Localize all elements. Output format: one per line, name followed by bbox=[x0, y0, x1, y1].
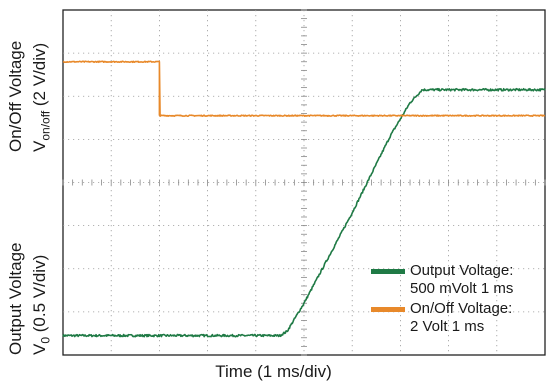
y-axis-subscript-output: 0 bbox=[38, 336, 53, 344]
x-axis-label: Time (1 ms/div) bbox=[215, 362, 332, 381]
y-axis-unit-onoff: (2 V/div) bbox=[30, 42, 49, 107]
legend-item-onoff: On/Off Voltage: 2 Volt 1 ms bbox=[371, 300, 513, 336]
legend-label-output: Output Voltage: bbox=[410, 262, 514, 279]
y-axis-symbol-output: V bbox=[30, 343, 49, 355]
y-axis-label-output-main: Output Voltage bbox=[6, 242, 25, 355]
legend: Output Voltage: 500 mVolt 1 ms On/Off Vo… bbox=[371, 262, 513, 338]
legend-swatch-onoff bbox=[371, 307, 405, 312]
legend-detail-output: 500 mVolt 1 ms bbox=[410, 280, 514, 297]
legend-swatch-output bbox=[371, 269, 405, 274]
legend-item-output: Output Voltage: 500 mVolt 1 ms bbox=[371, 262, 513, 298]
y-axis-label-onoff-unit: Von/off (2 V/div) bbox=[30, 43, 55, 152]
y-axis-symbol-onoff: V bbox=[30, 140, 49, 152]
series-line-onoff bbox=[62, 60, 546, 117]
y-axis-label-onoff: On/Off Voltage bbox=[6, 41, 26, 152]
series-line-output bbox=[62, 87, 546, 338]
y-axis-unit-output: (0.5 V/div) bbox=[30, 254, 49, 333]
y-axis-label-onoff-main: On/Off Voltage bbox=[6, 40, 25, 152]
y-axis-label-output: Output Voltage bbox=[6, 243, 26, 355]
y-axis-label-output-unit: V0 (0.5 V/div) bbox=[30, 255, 55, 355]
legend-label-onoff: On/Off Voltage: bbox=[410, 300, 513, 317]
y-axis-subscript-onoff: on/off bbox=[38, 110, 53, 141]
legend-detail-onoff: 2 Volt 1 ms bbox=[410, 318, 485, 335]
